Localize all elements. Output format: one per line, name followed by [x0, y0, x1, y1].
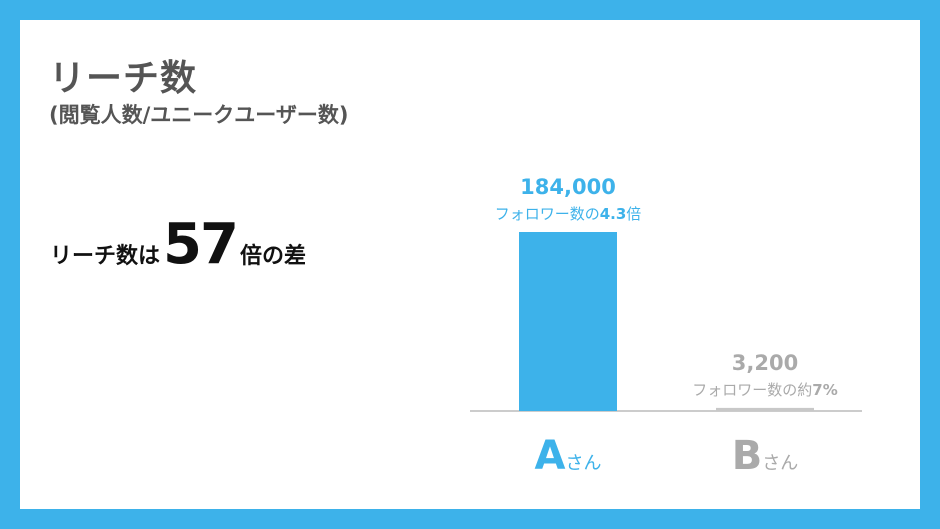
bar-chart: 184,000 フォロワー数の4.3倍 Aさん 3,200 フォロワー数の約7% Bさん [470, 175, 862, 479]
bar-b [716, 407, 814, 411]
page-title: リーチ数 [49, 58, 198, 99]
page-subtitle: (閲覧人数/ユニークユーザー数) [49, 103, 349, 127]
headline-number: 57 [163, 212, 239, 277]
bar-a [519, 232, 617, 411]
headline-prefix: リーチ数は [50, 244, 161, 269]
slide: リーチ数 (閲覧人数/ユニークユーザー数) リーチ数は 57 倍の差 184,0… [20, 20, 920, 509]
value-label-b: 3,200 [732, 351, 798, 375]
annotation-label-b: フォロワー数の約7% [692, 381, 837, 399]
category-label-b: Bさん [732, 433, 799, 479]
headline-suffix: 倍の差 [239, 244, 306, 269]
annotation-label-a: フォロワー数の4.3倍 [495, 205, 642, 223]
category-label-a: Aさん [535, 433, 602, 479]
value-label-a: 184,000 [520, 175, 616, 199]
headline: リーチ数は 57 倍の差 [50, 212, 306, 277]
